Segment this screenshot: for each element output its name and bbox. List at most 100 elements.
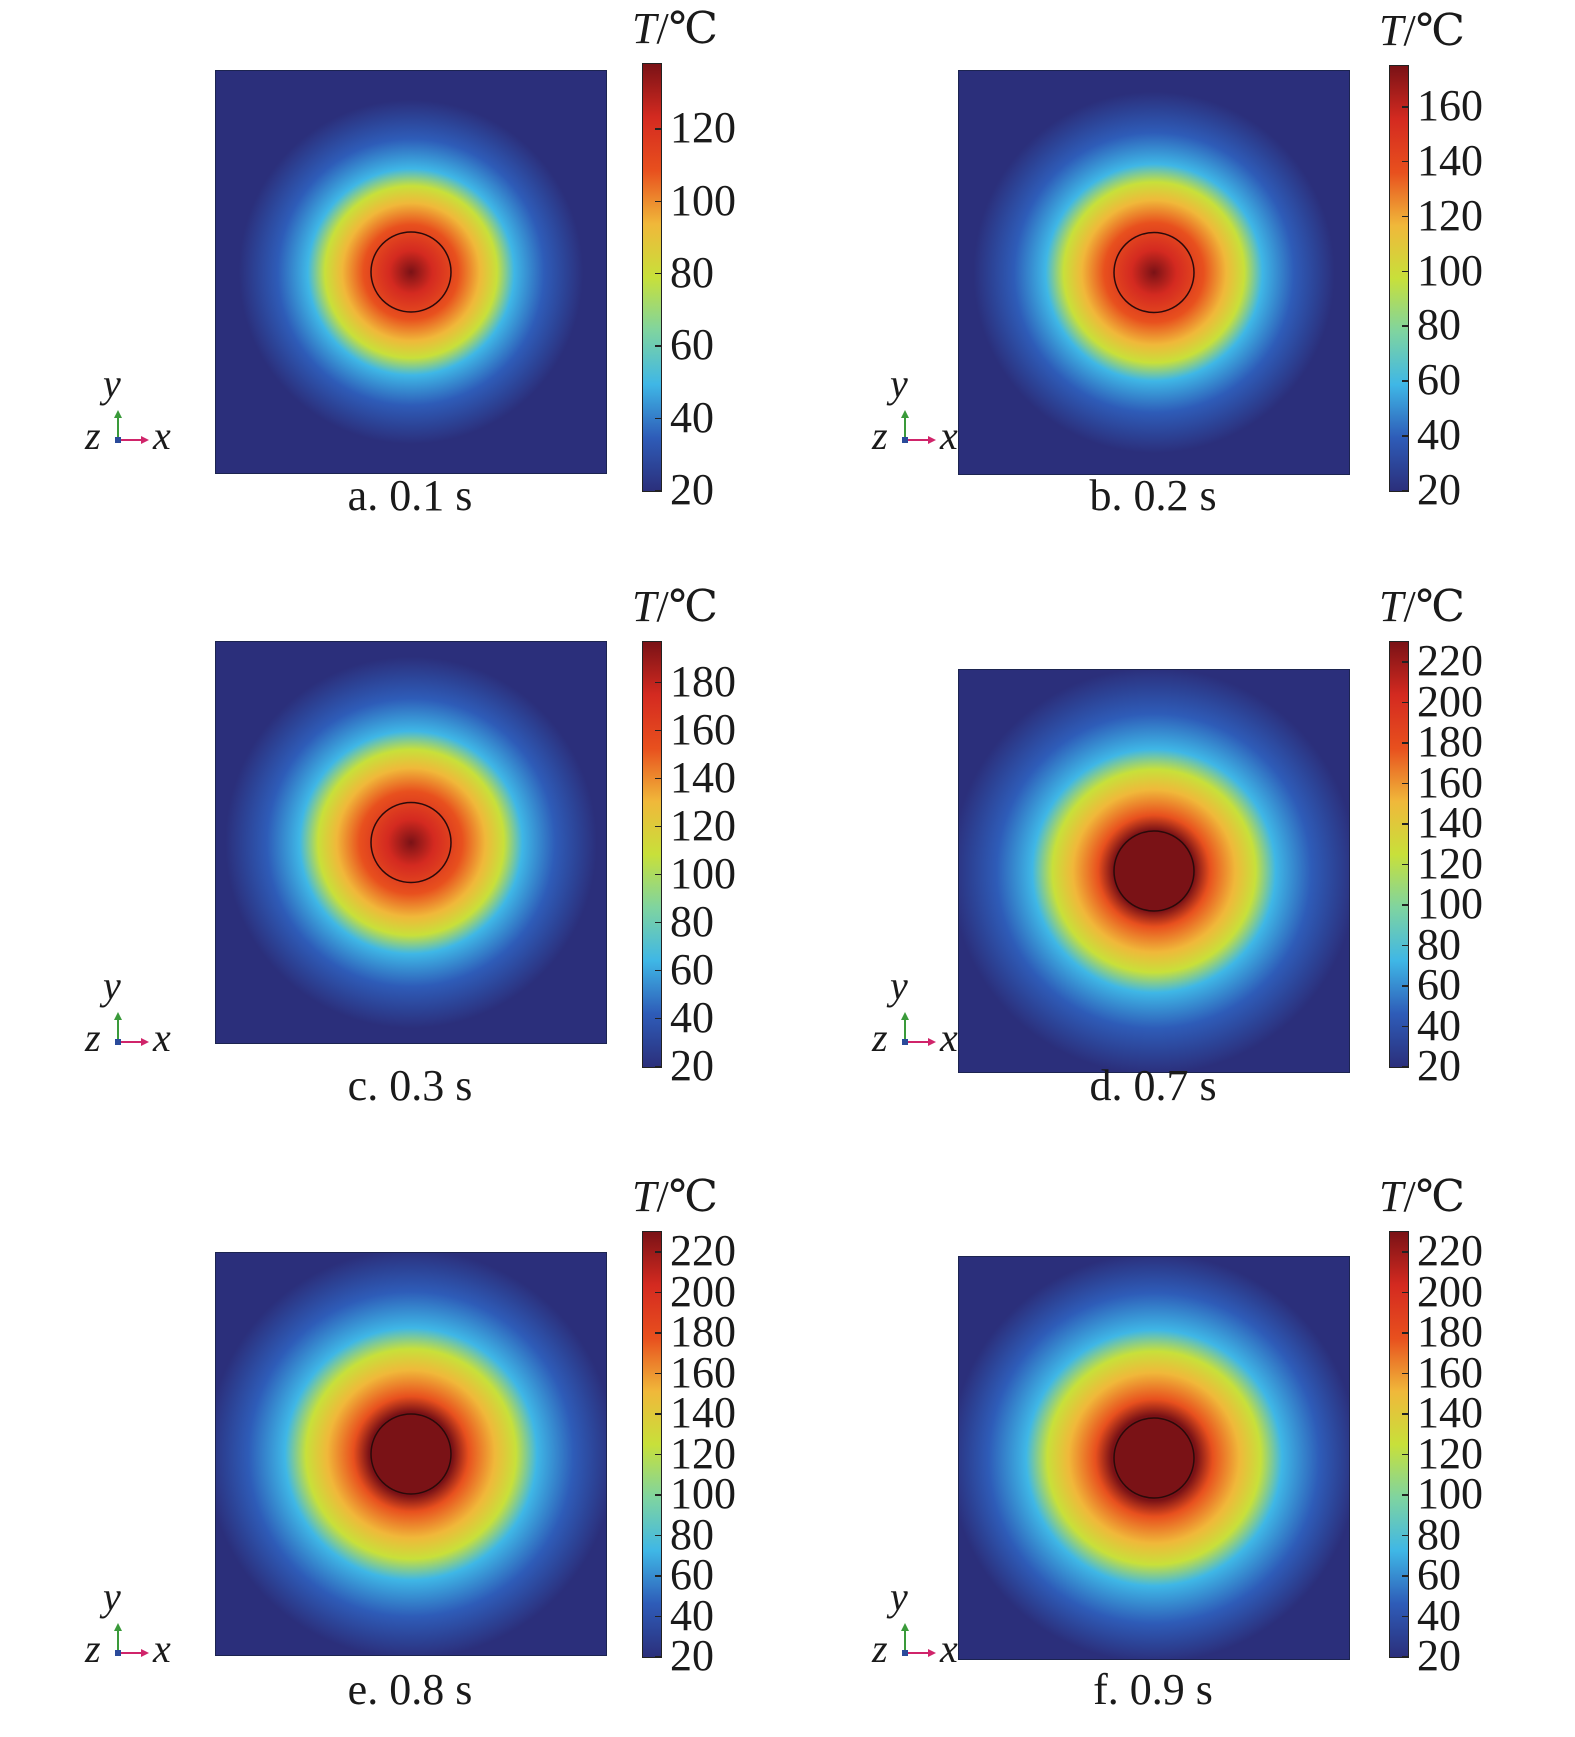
- colorbar-tick-label: 120: [670, 1428, 736, 1478]
- colorbar-tick-mark: [1402, 1453, 1409, 1456]
- colorbar-tick-label: 140: [1417, 1388, 1483, 1438]
- colorbar-tick-mark: [1402, 1372, 1409, 1375]
- colorbar-tick-label: 80: [670, 247, 714, 297]
- colorbar-tick-label: 40: [1417, 1000, 1461, 1050]
- colorbar-tick-label: 60: [1417, 1550, 1461, 1600]
- colorbar-tick-mark: [655, 1251, 662, 1253]
- panel-caption: f. 0.9 s: [1093, 1665, 1213, 1714]
- colorbar-tick-label: 220: [1417, 1226, 1483, 1276]
- heat-source-boundary: [370, 801, 452, 884]
- triad-x-label: x: [940, 413, 958, 458]
- colorbar-tick-mark: [655, 1413, 662, 1415]
- triad-y-arrowhead: [114, 1623, 122, 1631]
- colorbar-tick-mark: [1402, 380, 1409, 382]
- colorbar-tick-label: 60: [670, 320, 714, 370]
- colorbar-tick-mark: [1402, 1332, 1409, 1334]
- colorbar-tick-mark: [1402, 1575, 1409, 1577]
- triad-z-label: z: [85, 1626, 101, 1671]
- colorbar-tick-mark: [1402, 742, 1409, 744]
- panel-caption: e. 0.8 s: [347, 1665, 473, 1714]
- triad-x-arrowhead: [141, 1038, 149, 1046]
- triad-x-arrowhead: [928, 1038, 936, 1046]
- colorbar-tick-label: 60: [670, 1550, 714, 1600]
- triad-y-label: y: [890, 1574, 908, 1619]
- colorbar-tick-mark: [655, 1575, 662, 1577]
- colorbar-tick-mark: [655, 921, 662, 924]
- colorbar-tick-mark: [655, 1332, 662, 1334]
- colorbar-title-unit: /℃: [1403, 582, 1465, 631]
- colorbar-tick-mark: [1402, 1534, 1409, 1537]
- colorbar-tick-mark: [1402, 490, 1409, 492]
- colorbar-tick-label: 160: [1417, 1347, 1483, 1397]
- colorbar-tick-mark: [655, 417, 662, 420]
- colorbar-tick-label: 120: [670, 800, 736, 850]
- triad-arrows: [114, 1623, 149, 1657]
- colorbar-tick-label: 140: [1417, 135, 1483, 185]
- colorbar-tick-mark: [655, 1372, 662, 1375]
- colorbar-tick-mark: [1402, 325, 1409, 327]
- triad-x-label: x: [153, 1626, 171, 1671]
- colorbar-tick-mark: [1402, 661, 1409, 663]
- colorbar-tick-mark: [655, 873, 662, 876]
- colorbar-title-unit: /℃: [656, 582, 718, 631]
- triad-y-label: y: [890, 963, 908, 1008]
- colorbar: [1389, 641, 1409, 1068]
- triad-z-marker: [902, 1039, 908, 1045]
- colorbar-tick-label: 120: [1417, 1428, 1483, 1478]
- colorbar-tick-label: 180: [670, 1307, 736, 1357]
- colorbar-tick-mark: [1402, 435, 1409, 437]
- colorbar-tick-mark: [1402, 215, 1409, 218]
- colorbar-title-unit: /℃: [1403, 1172, 1465, 1221]
- panel-caption: a. 0.1 s: [347, 471, 473, 520]
- colorbar-tick-mark: [655, 1534, 662, 1537]
- colorbar-tick-label: 200: [670, 1266, 736, 1316]
- triad-x-arrowhead: [141, 436, 149, 444]
- heat-source-boundary: [1113, 231, 1195, 314]
- colorbar-tick-mark: [655, 1494, 662, 1496]
- colorbar-tick-label: 160: [1417, 757, 1483, 807]
- triad-y-arrowhead: [901, 410, 909, 418]
- colorbar: [642, 641, 662, 1068]
- triad-arrows: [901, 1012, 936, 1046]
- colorbar-tick-label: 20: [1417, 1631, 1461, 1680]
- triad-z-marker: [115, 437, 121, 443]
- triad-z-marker: [115, 1039, 121, 1045]
- colorbar-title-variable: T: [632, 1172, 657, 1221]
- colorbar-tick-label: 20: [1417, 465, 1461, 514]
- heat-spot: [216, 71, 606, 473]
- colorbar-tick-mark: [655, 1656, 662, 1658]
- triad-arrows: [114, 1012, 149, 1046]
- colorbar-title: T/℃: [632, 1175, 718, 1219]
- colorbar-tick-label: 220: [1417, 636, 1483, 686]
- colorbar-tick-label: 100: [1417, 1469, 1483, 1519]
- heat-source-boundary: [370, 231, 452, 313]
- colorbar-tick-label: 140: [670, 1388, 736, 1438]
- triad-y-arrowhead: [114, 410, 122, 418]
- triad-y-arrowhead: [901, 1012, 909, 1020]
- colorbar-tick-mark: [655, 729, 662, 732]
- colorbar-tick-label: 60: [1417, 960, 1461, 1010]
- colorbar-tick-mark: [1402, 782, 1409, 785]
- colorbar-tick-label: 60: [670, 944, 714, 994]
- triad-x-arrowhead: [928, 1649, 936, 1657]
- colorbar-tick-mark: [1402, 1615, 1409, 1618]
- triad-arrows: [901, 410, 936, 444]
- triad-x-arrowhead: [928, 436, 936, 444]
- colorbar: [642, 1231, 662, 1658]
- triad-arrows: [114, 410, 149, 444]
- triad-z-label: z: [85, 413, 101, 458]
- colorbar-tick-mark: [655, 1291, 662, 1294]
- colorbar-tick-label: 120: [1417, 190, 1483, 240]
- colorbar-tick-label: 60: [1417, 355, 1461, 405]
- colorbar-tick-mark: [655, 777, 662, 780]
- colorbar-title: T/℃: [1379, 1175, 1465, 1219]
- colorbar-tick-label: 100: [670, 848, 736, 898]
- colorbar-tick-label: 80: [670, 896, 714, 946]
